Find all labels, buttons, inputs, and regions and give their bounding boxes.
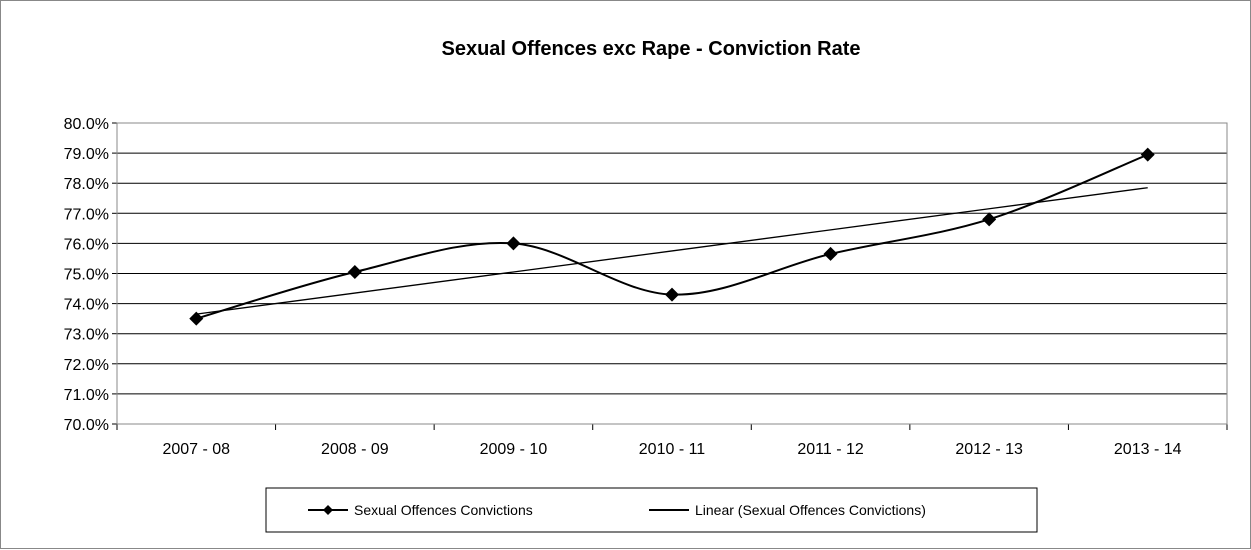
y-tick-label: 71.0%: [64, 387, 109, 404]
data-point: [824, 247, 838, 261]
gridlines: [117, 123, 1227, 424]
data-point: [506, 236, 520, 250]
y-tick-label: 80.0%: [64, 116, 109, 133]
y-tick-label: 72.0%: [64, 357, 109, 374]
series-layer: [189, 148, 1154, 326]
x-tick-label: 2011 - 12: [797, 441, 864, 458]
y-axis-ticks: 70.0% 71.0% 72.0% 73.0% 74.0% 75.0% 76.0% 77.0%…: [64, 116, 117, 434]
x-tick-label: 2008 - 09: [321, 441, 389, 458]
x-tick-label: 2007 - 08: [162, 441, 230, 458]
y-tick-label: 79.0%: [64, 146, 109, 163]
legend-label-convictions: Sexual Offences Convictions: [354, 502, 533, 518]
y-tick-label: 73.0%: [64, 327, 109, 344]
data-point: [1141, 148, 1155, 162]
legend: Sexual Offences Convictions Linear (Sexua…: [266, 488, 1037, 532]
x-tick-label: 2009 - 10: [480, 441, 548, 458]
y-tick-label: 70.0%: [64, 417, 109, 434]
y-tick-label: 77.0%: [64, 206, 109, 223]
x-axis-ticks: 2007 - 08 2008 - 09 2009 - 10 2010 - 11 2011…: [117, 424, 1227, 458]
y-tick-label: 75.0%: [64, 267, 109, 284]
x-tick-label: 2013 - 14: [1114, 441, 1182, 458]
y-tick-label: 78.0%: [64, 176, 109, 193]
data-point: [348, 265, 362, 279]
x-tick-label: 2010 - 11: [639, 441, 706, 458]
x-tick-label: 2012 - 13: [955, 441, 1023, 458]
data-point: [982, 212, 996, 226]
y-tick-label: 76.0%: [64, 236, 109, 253]
data-point: [665, 288, 679, 302]
chart-title: Sexual Offences exc Rape - Conviction Ra…: [441, 38, 860, 60]
y-tick-label: 74.0%: [64, 297, 109, 314]
legend-label-linear-trend: Linear (Sexual Offences Convictions): [695, 502, 926, 518]
